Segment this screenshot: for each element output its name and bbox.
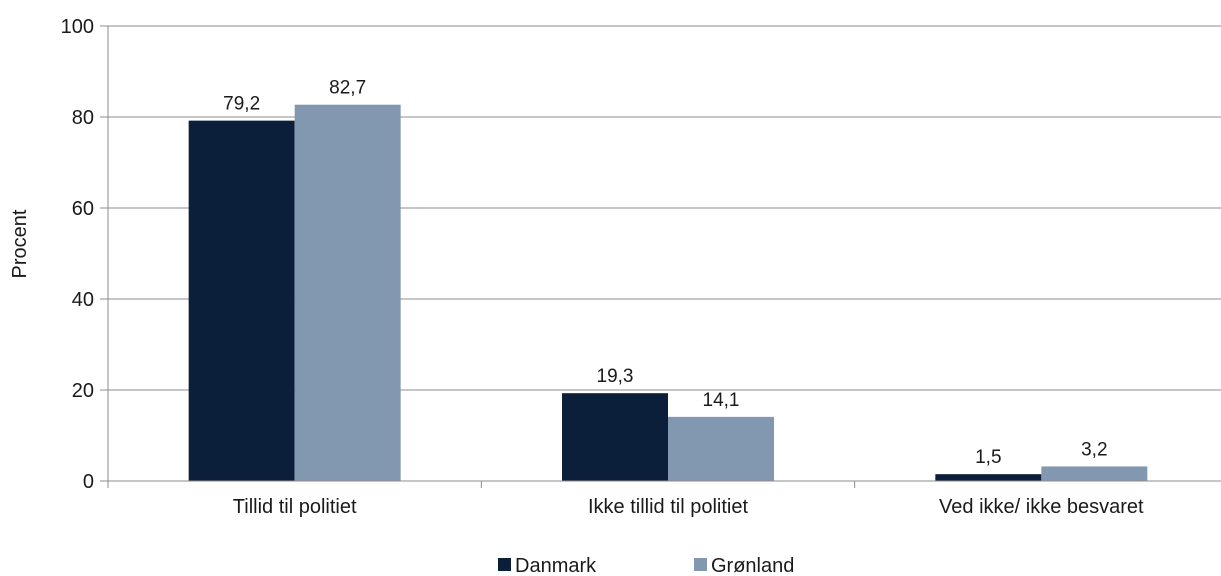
x-category-label: Tillid til politiet — [233, 496, 357, 518]
bar — [668, 416, 774, 481]
data-label: 82,7 — [329, 78, 366, 99]
x-category-label: Ved ikke/ ikke besvaret — [939, 496, 1144, 518]
bar — [188, 120, 295, 481]
bar — [935, 474, 1042, 481]
data-label: 3,2 — [1081, 439, 1107, 460]
data-label: 14,1 — [703, 390, 740, 411]
data-label: 1,5 — [975, 447, 1001, 468]
x-category-label: Ikke tillid til politiet — [588, 496, 749, 518]
legend-swatch — [498, 558, 511, 571]
legend-label: Grønland — [711, 555, 794, 576]
bar — [294, 104, 401, 481]
y-tick-label: 0 — [83, 471, 94, 493]
y-tick-label: 20 — [72, 380, 94, 402]
y-tick-label: 100 — [61, 16, 94, 38]
data-label: 79,2 — [223, 94, 260, 115]
bar — [1041, 466, 1148, 481]
bar — [562, 393, 668, 481]
y-tick-label: 60 — [72, 198, 94, 220]
axes — [107, 26, 1221, 482]
legend: Danmark Grønland — [498, 555, 794, 576]
y-tick-label: 40 — [72, 289, 94, 311]
y-tick-label: 80 — [72, 107, 94, 129]
x-axis-ticks: Tillid til politiet Ikke tillid til polit… — [107, 481, 1144, 518]
legend-label: Danmark — [515, 555, 597, 576]
legend-swatch — [694, 558, 707, 571]
bars: 79,2 82,7 19,3 14,1 1,5 3,2 — [188, 78, 1148, 481]
y-axis-title: Procent — [9, 209, 31, 278]
y-axis-ticks: 0 20 40 60 80 100 — [61, 16, 108, 493]
data-label: 19,3 — [597, 366, 634, 387]
